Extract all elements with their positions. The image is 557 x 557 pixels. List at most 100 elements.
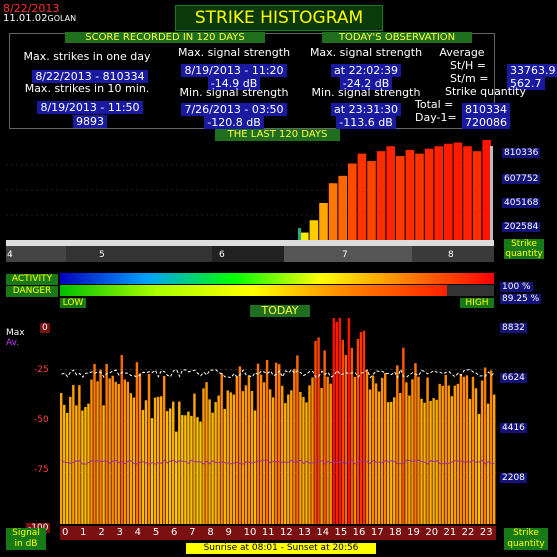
last120-bar xyxy=(415,153,424,240)
today-bar xyxy=(320,387,323,524)
today-bar xyxy=(147,373,151,524)
today-bar xyxy=(181,415,184,524)
today-min-signal-label: Min. signal strength xyxy=(311,86,421,99)
today-bar xyxy=(202,388,205,524)
today-bar xyxy=(274,362,278,524)
today-hour-label: 6 xyxy=(171,527,178,538)
activity-percent: 100 % xyxy=(500,282,533,292)
today-bar xyxy=(99,369,102,524)
today-hour-axis: 0 1 2 3 4 5 6 7 8 9 10 11 12 13 14 15 16 17 18 19 20 21 22 23 xyxy=(60,526,496,540)
max-strikes-10min-value: 9893 xyxy=(73,115,107,128)
scale-low: LOW xyxy=(60,298,86,308)
today-bar xyxy=(226,390,229,524)
today-bar xyxy=(217,395,220,524)
last120-month-band xyxy=(6,246,494,262)
today-bar xyxy=(408,395,411,524)
signal-label: Signal in dB xyxy=(6,528,46,550)
last120-ylabel-0: 810336 xyxy=(502,148,541,158)
today-bar xyxy=(93,363,96,524)
last120-bar-small xyxy=(298,228,301,240)
today-bar xyxy=(165,411,169,524)
today-bar xyxy=(374,383,378,524)
today-max-signal-value: -24.2 dB xyxy=(339,77,393,90)
scale-high: HIGH xyxy=(460,298,494,308)
today-bar xyxy=(90,379,93,524)
today-bar xyxy=(335,321,338,524)
today-bar xyxy=(296,355,299,524)
min-signal-date: 7/26/2013 - 03:50 xyxy=(181,103,287,116)
last120-xlabel-6: 6 xyxy=(219,250,225,260)
min-signal-label: Min. signal strength xyxy=(179,86,289,99)
today-bar xyxy=(105,363,108,524)
today-bar xyxy=(326,376,329,524)
today-bar xyxy=(193,393,196,524)
today-bar xyxy=(341,339,345,524)
legend-av: Av. xyxy=(6,338,20,348)
today-bar xyxy=(262,382,266,524)
today-bar xyxy=(220,373,223,524)
today-bar xyxy=(238,366,242,524)
today-hour-label: 12 xyxy=(280,527,293,538)
today-bar xyxy=(390,401,393,524)
time-label: 11.01.02GOLAN xyxy=(3,13,76,24)
today-yleft-1: -25 xyxy=(34,365,49,375)
today-bar xyxy=(278,364,281,524)
last120-bar xyxy=(319,202,328,240)
today-yleft-2: -50 xyxy=(34,415,49,425)
today-bar xyxy=(232,394,236,524)
today-bar xyxy=(450,396,454,524)
today-bar xyxy=(223,408,226,524)
today-max-signal-time: at 22:02:39 xyxy=(331,64,401,77)
today-bar xyxy=(141,409,145,524)
average-label: Average xyxy=(439,46,485,59)
last120-bar xyxy=(444,143,453,240)
today-bar xyxy=(108,378,111,524)
today-bar xyxy=(444,374,447,524)
today-bar xyxy=(350,347,354,524)
today-bar xyxy=(78,385,81,524)
today-bar xyxy=(426,377,429,524)
today-bar xyxy=(317,337,320,524)
activity-label: ACTIVITY xyxy=(6,274,58,285)
last120-xlabel-7: 7 xyxy=(342,250,348,260)
last120-bar xyxy=(453,142,463,240)
today-bar xyxy=(302,397,305,524)
today-bar xyxy=(87,403,90,524)
today-chart xyxy=(60,318,496,524)
max-signal-line xyxy=(61,368,495,379)
max-signal-value: -14.9 dB xyxy=(207,77,261,90)
today-bar xyxy=(383,373,387,524)
today-bar xyxy=(453,385,457,524)
last120-xlabel-8: 8 xyxy=(448,250,454,260)
danger-label: DANGER xyxy=(6,286,58,297)
today-bar xyxy=(196,417,199,524)
last120-ylabel-1: 607752 xyxy=(502,174,541,184)
today-yleft-3: -75 xyxy=(34,465,49,475)
last120-quantity-1: Strike xyxy=(511,239,537,249)
today-bar xyxy=(347,318,351,524)
last120-bar xyxy=(357,153,367,240)
today-bar xyxy=(66,412,69,524)
today-hour-label: 0 xyxy=(62,527,69,538)
today-hour-label: 4 xyxy=(134,527,142,538)
today-bar xyxy=(253,410,257,524)
sun-info: Sunrise at 08:01 - Sunset at 20:56 xyxy=(186,543,376,554)
last120-header: THE LAST 120 DAYS xyxy=(215,129,340,141)
today-bar xyxy=(356,338,360,524)
today-bar xyxy=(169,408,172,524)
today-bar xyxy=(102,405,105,524)
score-header: SCORE RECORDED IN 120 DAYS xyxy=(65,32,265,43)
today-hour-label: 23 xyxy=(479,527,493,538)
today-bar xyxy=(114,381,117,524)
max-strikes-day-value: 8/22/2013 - 810334 xyxy=(32,70,148,83)
today-chart-header: TODAY xyxy=(250,305,310,317)
today-bar xyxy=(438,383,441,524)
last120-bar xyxy=(328,183,338,240)
summary-panel: SCORE RECORDED IN 120 DAYS TODAY'S OBSER… xyxy=(9,32,557,129)
date-label: 8/22/2013 xyxy=(3,2,60,15)
today-bar xyxy=(159,396,163,524)
total-value: 810334 xyxy=(462,103,510,116)
today-bar xyxy=(75,405,78,524)
today-bar xyxy=(474,388,478,524)
today-hour-label: 8 xyxy=(207,527,214,538)
